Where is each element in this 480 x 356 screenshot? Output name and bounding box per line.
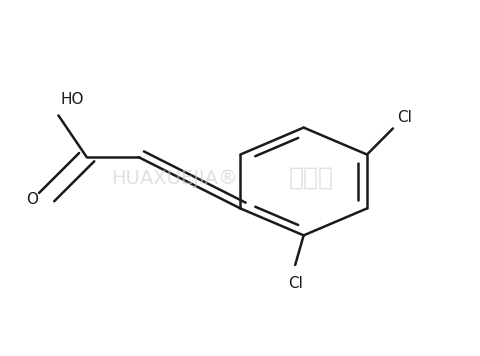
Text: HUAXUEJIA®: HUAXUEJIA® <box>111 168 237 188</box>
Text: 化学加: 化学加 <box>288 166 333 190</box>
Text: HO: HO <box>61 92 84 107</box>
Text: Cl: Cl <box>396 110 411 125</box>
Text: Cl: Cl <box>288 276 302 291</box>
Text: O: O <box>26 192 38 208</box>
